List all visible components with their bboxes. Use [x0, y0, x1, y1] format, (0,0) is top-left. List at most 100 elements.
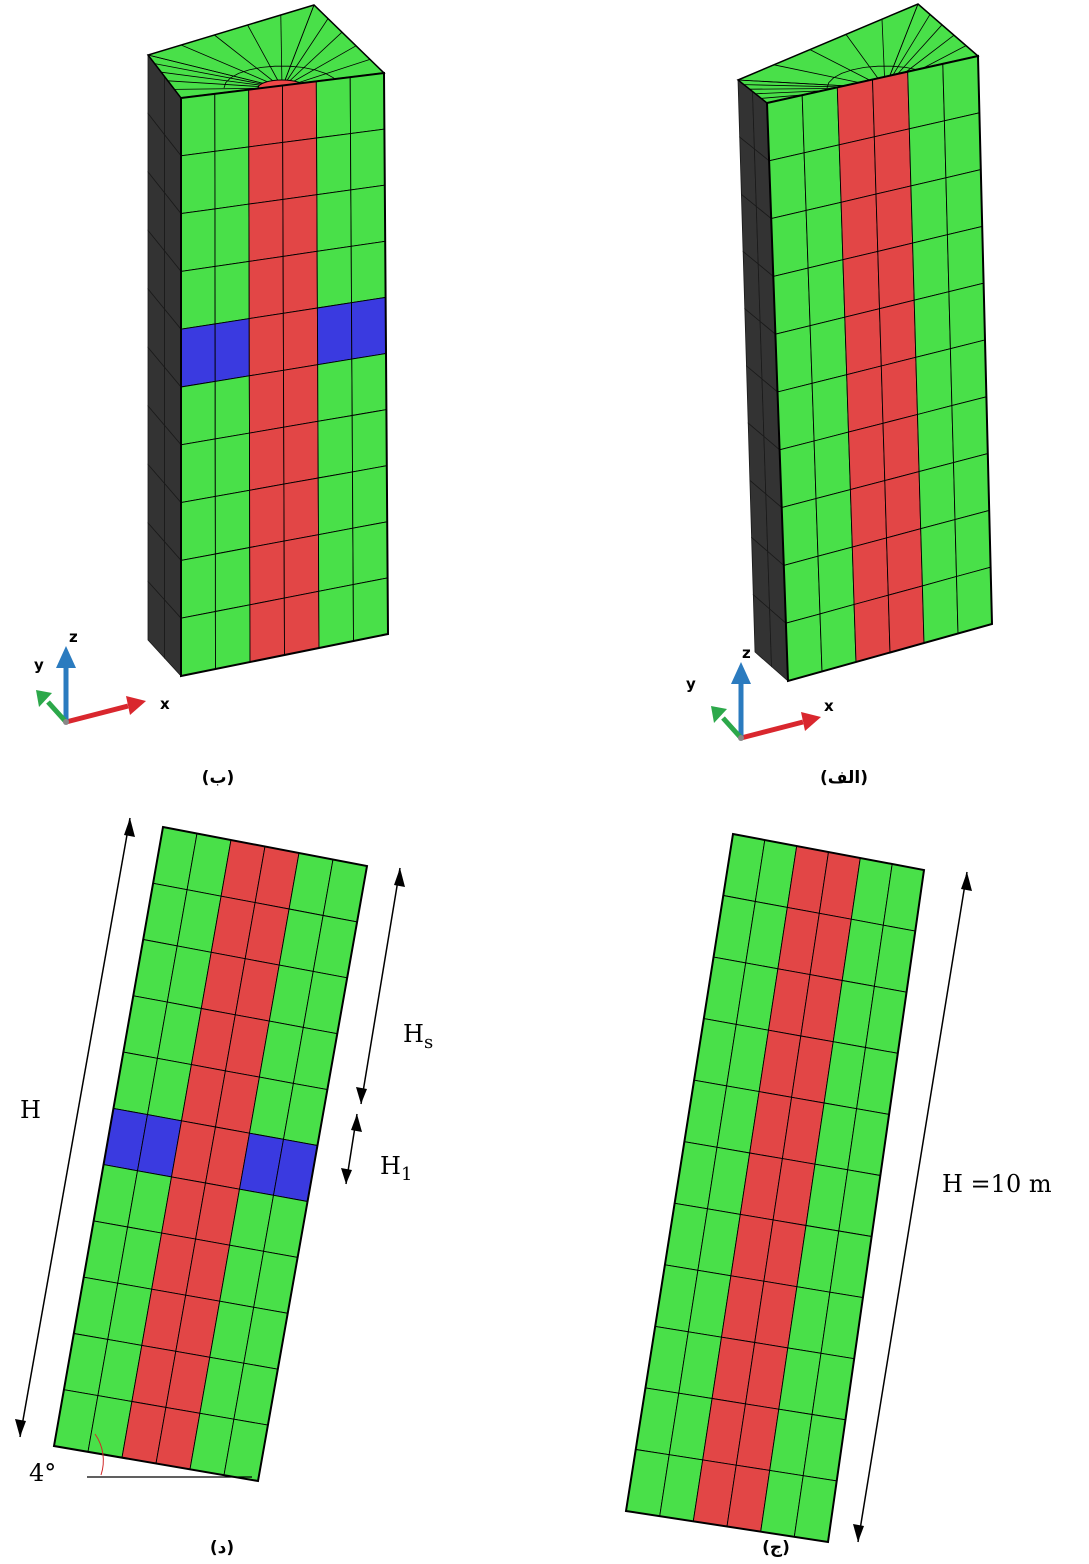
panel-a-soil-cell [772, 267, 811, 335]
panel-b-soil-cell [318, 584, 354, 649]
panel-a-model [736, 3, 994, 683]
panel-b-soil-cell [214, 260, 250, 325]
panel-b-top-mesh-line [281, 18, 329, 89]
panel-b-soil-cell [315, 76, 351, 139]
panel-b-soil-cell [351, 352, 387, 417]
panel-a-column-cell [842, 250, 880, 318]
panel-b-column-cell [249, 540, 285, 606]
panel-d-angle-marker-icon [87, 1433, 252, 1478]
panel-a-soil-cell [779, 440, 817, 509]
panel-b-column-cell [283, 477, 319, 542]
panel-b-top-mesh-line [181, 44, 283, 89]
panel-a-column-cell [877, 242, 915, 310]
panel-a-soil-cell [766, 94, 805, 162]
panel-b-soil-cell [180, 553, 216, 619]
panel-a-axis-z-label: z [742, 644, 751, 662]
panel-b-soil-cell [180, 208, 216, 272]
panel-b-column-cell [248, 141, 284, 205]
panel-c-caption: (ج) [762, 1538, 790, 1558]
panel-a-column-cell [844, 308, 882, 376]
panel-d-H-label: H [20, 1096, 41, 1124]
panel-a: x y z (الف) [686, 3, 994, 788]
panel-a-axis-x-arrow [740, 719, 804, 741]
panel-b-band-cell [180, 323, 216, 388]
panel-b-band-cell [316, 302, 353, 366]
panel-a-column-cell [872, 71, 910, 138]
panel-a-column-cell [836, 78, 875, 146]
panel-a-soil-cell [953, 453, 990, 521]
panel-a-soil-cell [946, 225, 985, 293]
panel-b-top-mesh-line [281, 31, 343, 89]
panel-b-axis-triad-icon [36, 646, 146, 725]
panel-a-column-cell [882, 413, 920, 482]
panel-b-soil-cell [180, 380, 216, 446]
panel-a-column-cell [840, 193, 879, 261]
panel-a-axis-x-label: x [824, 697, 834, 715]
panel-a-front-outline [765, 54, 994, 683]
panel-b-soil-cell [317, 358, 353, 422]
panel-a-soil-cell [777, 382, 815, 451]
panel-a-soil-cell [912, 234, 950, 301]
panel-b-axis-x-arrowhead [126, 696, 146, 715]
panel-b-column-cell [248, 312, 284, 377]
panel-b-soil-cell [350, 184, 386, 247]
panel-a-column-cell [884, 471, 922, 539]
panel-b-soil-cell [180, 93, 216, 157]
panel-b-column-cell [283, 364, 319, 428]
panel-b-front-outline [180, 71, 390, 678]
panel-b-soil-cell [214, 203, 250, 267]
panel-d-section [52, 825, 369, 1483]
panel-c-height-label: H =10 m [942, 1170, 1052, 1198]
panel-b-top-mesh-line [247, 24, 283, 89]
panel-a-axis-z-arrowhead [731, 662, 751, 684]
panel-b-axis-origin [63, 719, 69, 725]
panel-a-soil-cell [945, 169, 983, 236]
panel-a-soil-cell [915, 348, 953, 416]
panel-a-soil-cell [803, 144, 842, 211]
panel-a-soil-cell [783, 555, 821, 624]
panel-d-Hs-label: Hs [403, 1020, 433, 1053]
panel-d-H-dimension-arrow-icon [15, 817, 135, 1438]
panel-a-top-mesh-line [884, 3, 919, 89]
panel-a-column-cell [846, 365, 884, 433]
panel-a-soil-cell [805, 201, 844, 269]
panel-b-soil-cell [214, 146, 250, 210]
panel-b-column-cell [283, 420, 319, 485]
panel-b-soil-cell [352, 577, 389, 642]
panel-b-soil-cell [214, 489, 251, 555]
panel-b: x y z (ب) [34, 4, 390, 788]
panel-a-column-cell [849, 480, 887, 548]
panel-a-column-cell [880, 356, 918, 424]
panel-b-soil-cell [180, 150, 216, 215]
panel-a-soil-cell [942, 55, 980, 122]
panel-a-soil-cell [943, 112, 982, 179]
panel-b-column-cell [282, 80, 318, 143]
panel-a-soil-cell [770, 209, 809, 277]
panel-a-soil-cell [918, 462, 956, 530]
panel-b-top-mesh-line [214, 34, 283, 89]
panel-a-soil-cell [807, 259, 846, 327]
panel-a-soil-cell [908, 120, 947, 187]
panel-a-column-cell [873, 128, 912, 195]
panel-b-column-cell [282, 194, 318, 257]
panel-b-soil-cell [214, 432, 251, 497]
panel-b-axis-y-arrowhead [36, 690, 52, 707]
panel-b-column-cell [248, 255, 284, 320]
panel-a-soil-cell [951, 396, 989, 464]
panel-a-soil-cell [811, 374, 849, 442]
panel-a-soil-cell [785, 613, 823, 682]
panel-c: H =10 m (ج) [624, 832, 1052, 1558]
panel-a-soil-cell [910, 177, 948, 244]
panel-b-column-cell [248, 369, 285, 434]
panel-a-soil-cell [768, 152, 807, 220]
panel-b-top-mesh-line [280, 14, 283, 89]
panel-a-soil-cell [813, 431, 851, 500]
panel-b-soil-cell [352, 521, 389, 586]
panel-c-height-dimension-arrow-icon [853, 871, 972, 1543]
panel-b-soil-cell [316, 189, 352, 252]
panel-d-front-outline [52, 825, 369, 1483]
panel-b-column-cell [248, 198, 284, 262]
panel-a-column-cell [851, 537, 889, 606]
panel-a-soil-cell [913, 291, 951, 358]
